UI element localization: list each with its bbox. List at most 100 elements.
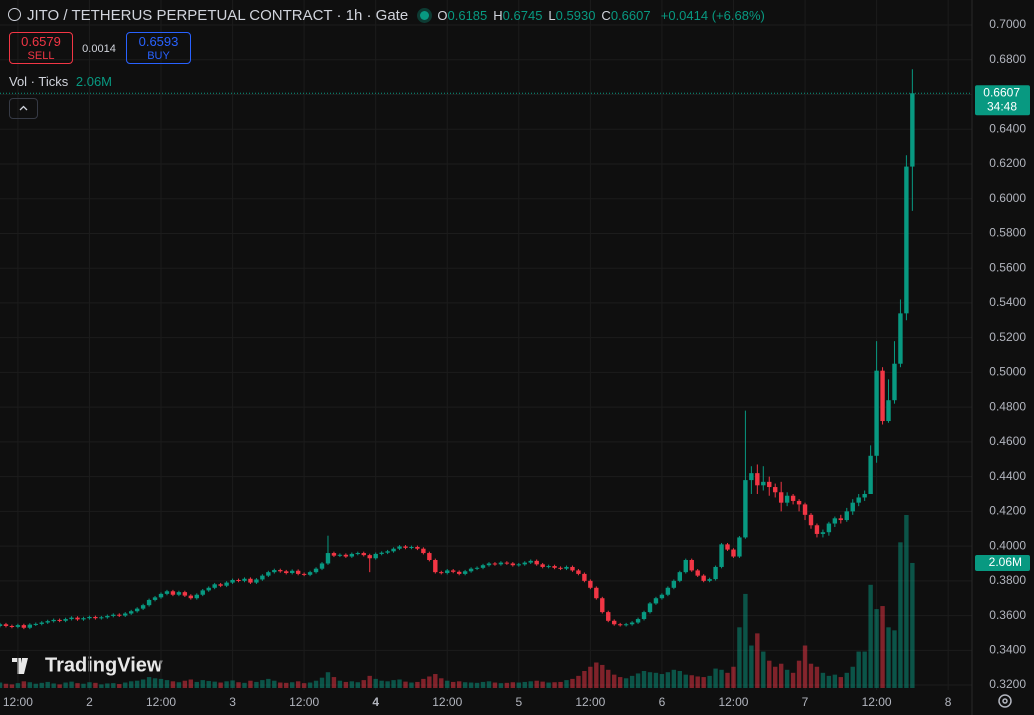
candle-body xyxy=(236,579,241,581)
candle-body xyxy=(462,571,468,574)
volume-bar xyxy=(355,682,360,688)
candle-body xyxy=(570,566,575,571)
volume-bar xyxy=(731,666,736,688)
candle-body xyxy=(838,518,844,521)
volume-bar xyxy=(39,682,44,688)
candles xyxy=(0,69,915,630)
volume-bar xyxy=(743,593,748,688)
volume-bar xyxy=(582,671,587,688)
candle-body xyxy=(832,518,838,524)
y-tick-label: 0.4600 xyxy=(989,434,1026,448)
candle-body xyxy=(397,546,402,549)
volume-bar xyxy=(206,681,211,688)
candle-body xyxy=(200,590,205,595)
volume-bar xyxy=(641,671,647,688)
volume-bar xyxy=(212,681,217,688)
candle-body xyxy=(15,625,21,627)
candle-body xyxy=(134,608,140,612)
sell-button[interactable]: 0.6579 SELL xyxy=(9,32,73,64)
candle-body xyxy=(266,572,271,576)
volume-bar xyxy=(367,675,372,688)
candle-body xyxy=(301,573,307,575)
volume-bar xyxy=(761,651,766,688)
candle-body xyxy=(409,546,414,548)
candle-body xyxy=(319,563,325,569)
candle-body xyxy=(361,553,366,556)
ohlc-key: O xyxy=(437,8,448,23)
collapse-button[interactable] xyxy=(9,98,38,119)
volume-bar xyxy=(224,681,229,688)
volume-bar xyxy=(397,679,402,688)
volume-bar xyxy=(617,677,623,688)
candle-body xyxy=(504,562,510,564)
x-tick-label: 8 xyxy=(945,695,952,709)
x-tick-label: 12:00 xyxy=(289,695,319,709)
x-tick-label: 12:00 xyxy=(575,695,605,709)
candle-body xyxy=(367,555,372,559)
candle-body xyxy=(600,598,605,613)
candle-body xyxy=(910,93,915,167)
candle-body xyxy=(683,560,688,573)
volume-bar xyxy=(820,672,826,688)
volume-bar xyxy=(594,662,599,688)
candle-body xyxy=(63,619,68,621)
volume-bar xyxy=(3,683,9,688)
volume-tag xyxy=(975,554,1030,571)
candle-body xyxy=(790,495,796,501)
volume-bar xyxy=(99,684,104,688)
volume-bar xyxy=(81,683,86,688)
volume-bar xyxy=(218,682,223,688)
candle-body xyxy=(439,572,444,574)
volume-bar xyxy=(194,681,199,688)
volume-bar xyxy=(456,681,462,688)
candle-body xyxy=(87,616,92,619)
settings-icon[interactable] xyxy=(998,694,1012,708)
y-tick-label: 0.5400 xyxy=(989,295,1026,309)
candle-body xyxy=(349,553,355,557)
volume-bar xyxy=(528,681,533,688)
volume-bar xyxy=(671,669,677,688)
volume-bar xyxy=(421,678,426,688)
volume-bar xyxy=(677,671,683,688)
volume-bar xyxy=(289,682,295,688)
volume-bar xyxy=(117,684,122,688)
candle-body xyxy=(158,593,164,598)
candle-body xyxy=(278,570,283,572)
candle-body xyxy=(224,582,229,586)
candle-body xyxy=(773,487,778,493)
candle-body xyxy=(820,532,826,534)
ohlc-value: 0.6185 xyxy=(447,8,488,23)
candle-body xyxy=(540,564,545,567)
candle-body xyxy=(421,548,426,554)
candle-body xyxy=(552,566,557,568)
buy-price: 0.6593 xyxy=(138,34,179,49)
volume-bar xyxy=(814,666,820,688)
sell-label: SELL xyxy=(27,50,55,62)
candle-body xyxy=(99,617,104,619)
y-tick-label: 0.3200 xyxy=(989,677,1026,691)
candle-body xyxy=(45,621,50,623)
y-tick-label: 0.4800 xyxy=(989,399,1026,413)
x-tick-label: 12:00 xyxy=(862,695,892,709)
candle-body xyxy=(146,599,152,606)
volume-bar xyxy=(522,681,527,688)
volume-bar xyxy=(87,682,92,688)
volume-bar xyxy=(272,680,277,688)
volume-bar xyxy=(886,627,891,688)
last-price-label: 0.6607 xyxy=(983,85,1020,99)
buy-button[interactable]: 0.6593 BUY xyxy=(126,32,191,64)
candle-body xyxy=(707,579,712,581)
volume-bar xyxy=(9,684,15,688)
volume xyxy=(0,515,915,688)
x-tick-label: 12:00 xyxy=(718,695,748,709)
volume-bar xyxy=(349,681,355,688)
volume-bar xyxy=(278,682,283,688)
candle-body xyxy=(403,546,408,548)
volume-bar xyxy=(445,680,450,688)
volume-bar xyxy=(409,682,414,688)
candle-body xyxy=(629,622,635,625)
candle-body xyxy=(731,549,736,557)
candle-body xyxy=(880,370,885,422)
countdown: 34:48 xyxy=(987,99,1017,113)
volume-bar xyxy=(910,562,915,688)
